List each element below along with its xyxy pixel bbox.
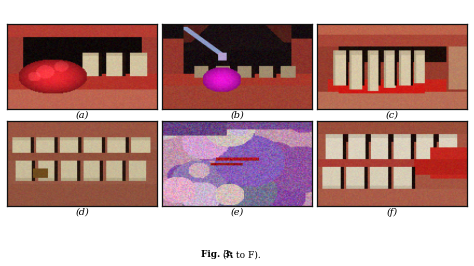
Text: Fig. 3:: Fig. 3: [201, 250, 234, 259]
Text: (e): (e) [230, 207, 244, 217]
Text: (b): (b) [230, 110, 244, 119]
Text: (a): (a) [75, 110, 89, 119]
Text: (d): (d) [75, 207, 89, 217]
Text: (f): (f) [386, 207, 397, 217]
Text: (c): (c) [385, 110, 398, 119]
Text: (A to F).: (A to F). [220, 250, 261, 259]
